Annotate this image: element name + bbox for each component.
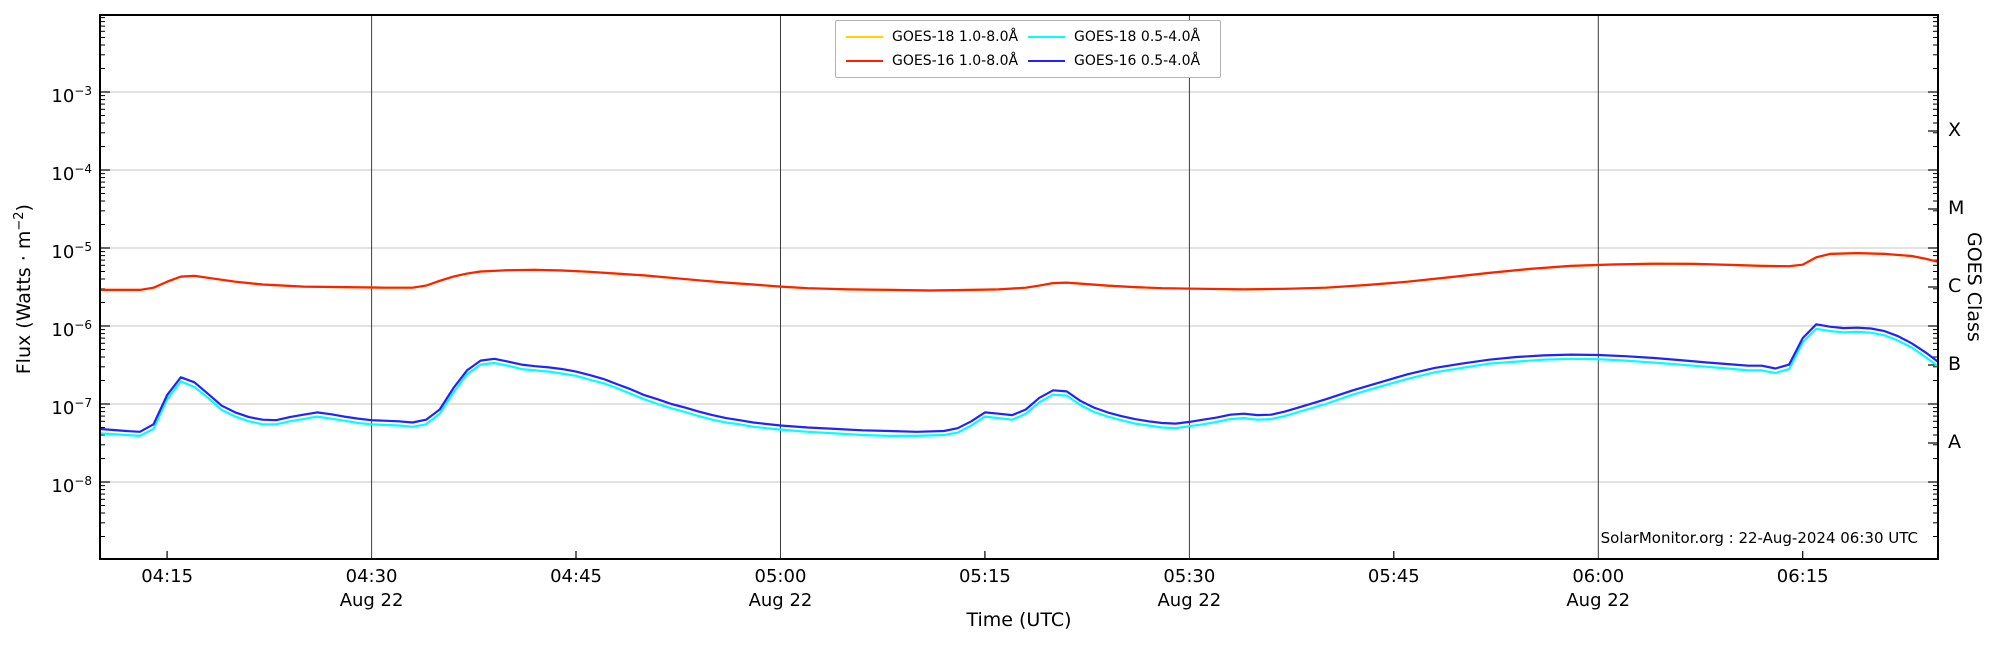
y-axis-title-close: ) [13,204,36,212]
plot-border [99,14,1939,560]
legend-swatch-line [846,60,883,62]
x-tick-label: 05:00 [754,566,807,587]
goes-class-label: M [1948,197,1965,219]
series-goes16-short-line [99,323,1939,433]
watermark: SolarMonitor.org : 22-Aug-2024 06:30 UTC [1600,529,1918,547]
legend-swatch-line [1028,36,1065,38]
goes-class-label: C [1948,275,1962,297]
legend-label: GOES-18 0.5-4.0Å [1074,29,1201,45]
right-axis-title: GOES Class [1963,232,1985,342]
legend-item: GOES-16 0.5-4.0Å [1028,49,1210,73]
legend-swatch-line [846,36,883,38]
x-tick-label: 04:15 [141,566,194,587]
plot-area [99,14,1939,560]
legend-item: GOES-16 1.0-8.0Å [846,49,1028,73]
legend-item: GOES-18 1.0-8.0Å [846,25,1028,49]
x-tick-date-label: Aug 22 [1566,590,1631,611]
x-tick-label: 04:30 [345,566,398,587]
series-goes18-short-line [99,327,1939,437]
y-tick-label: 10−8 [51,474,92,497]
goes-class-label: A [1948,431,1961,453]
x-tick-label: 05:15 [958,566,1011,587]
y-tick-label: 10−6 [51,318,92,341]
x-tick-date-label: Aug 22 [748,590,813,611]
legend-label: GOES-16 1.0-8.0Å [892,53,1019,69]
x-axis-title: Time (UTC) [966,609,1072,631]
goes-class-label: X [1948,119,1962,141]
series-goes18-long-line [99,252,1939,292]
y-axis-title: Flux (Watts · m−2) [8,149,36,429]
x-tick-label: 05:30 [1163,566,1216,587]
legend-swatch-line [1028,60,1065,62]
y-tick-label: 10−4 [51,162,92,185]
legend-item: GOES-18 0.5-4.0Å [1028,25,1210,49]
x-tick-label: 06:00 [1572,566,1625,587]
x-tick-label: 05:45 [1367,566,1420,587]
y-tick-label: 10−5 [51,240,92,263]
y-axis-title-sup: −2 [11,211,27,231]
series-goes16-long-line [99,252,1939,292]
legend: GOES-18 1.0-8.0Å GOES-16 1.0-8.0Å GOES-18 … [835,20,1221,78]
y-tick-label: 10−3 [51,84,92,107]
x-tick-label: 04:45 [550,566,602,587]
x-tick-label: 06:15 [1776,566,1829,587]
y-tick-label: 10−7 [51,396,92,419]
legend-label: GOES-18 1.0-8.0Å [892,29,1019,45]
x-tick-date-label: Aug 22 [1157,590,1222,611]
x-tick-date-label: Aug 22 [339,590,404,611]
goes-class-label: B [1948,353,1962,375]
legend-label: GOES-16 0.5-4.0Å [1074,53,1201,69]
